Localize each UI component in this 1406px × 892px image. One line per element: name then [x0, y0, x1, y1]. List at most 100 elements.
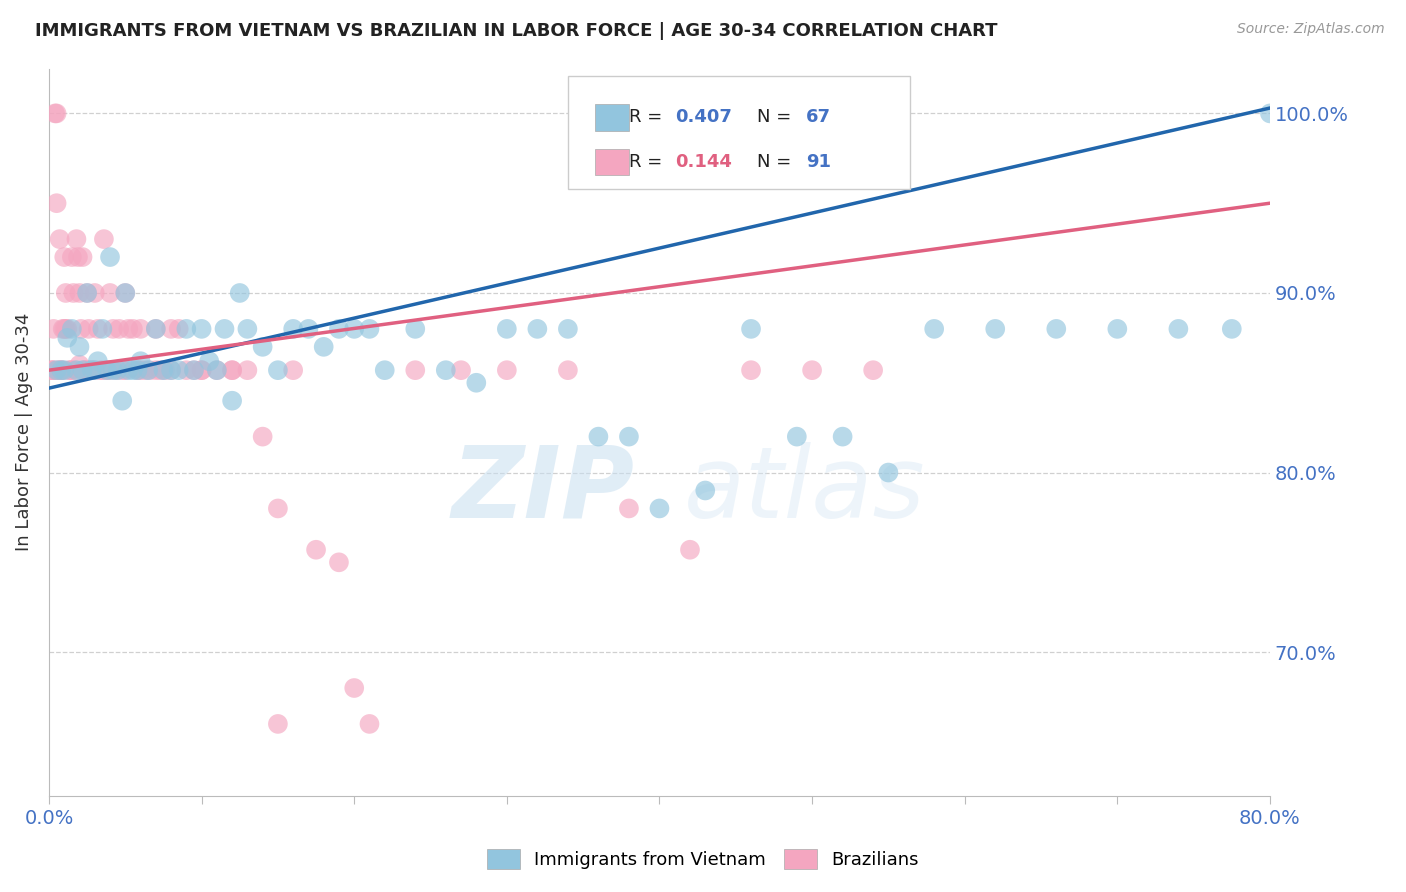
Point [283, 322, 305, 336]
Point [108, 322, 131, 336]
Point [69, 285, 91, 300]
Point [434, 363, 457, 377]
Point [343, 681, 366, 695]
Text: R =: R = [628, 153, 668, 170]
Point [160, 363, 183, 377]
Point [221, 363, 243, 377]
Point [740, 363, 762, 377]
Point [107, 363, 129, 377]
Point [105, 363, 128, 377]
Point [73, 363, 96, 377]
Point [62, 285, 84, 300]
Point [160, 363, 183, 377]
Point [176, 322, 198, 336]
Point [183, 363, 205, 377]
Point [52, 363, 75, 377]
Point [114, 363, 136, 377]
Point [129, 354, 152, 368]
Point [46, 363, 69, 377]
Point [557, 322, 579, 336]
Point [138, 363, 160, 377]
Point [111, 363, 134, 377]
Text: 67: 67 [806, 109, 831, 127]
Point [41, 363, 63, 377]
Point [1045, 322, 1067, 336]
Point [153, 363, 176, 377]
Point [305, 542, 328, 557]
Text: R =: R = [628, 109, 668, 127]
Point [328, 555, 350, 569]
Point [922, 322, 945, 336]
Point [214, 322, 236, 336]
Point [77, 322, 100, 336]
Point [75, 363, 97, 377]
Point [101, 363, 124, 377]
Point [93, 232, 115, 246]
Point [70, 322, 93, 336]
Point [60, 250, 83, 264]
Point [87, 322, 110, 336]
Point [60, 363, 83, 377]
Point [229, 285, 252, 300]
Point [96, 363, 118, 377]
Point [63, 363, 86, 377]
Point [98, 250, 121, 264]
Point [80, 363, 103, 377]
Point [41, 363, 63, 377]
Point [183, 363, 205, 377]
Point [136, 363, 159, 377]
Point [53, 322, 76, 336]
Point [221, 393, 243, 408]
Point [176, 363, 198, 377]
Bar [595, 104, 628, 130]
Point [91, 322, 114, 336]
Legend: Immigrants from Vietnam, Brazilians: Immigrants from Vietnam, Brazilians [478, 839, 928, 879]
Point [98, 285, 121, 300]
Point [404, 322, 426, 336]
Point [312, 340, 335, 354]
Point [526, 322, 548, 336]
Point [101, 322, 124, 336]
Point [283, 363, 305, 377]
Point [831, 429, 853, 443]
Point [69, 340, 91, 354]
Point [53, 363, 76, 377]
Point [117, 363, 139, 377]
Point [801, 363, 824, 377]
Point [984, 322, 1007, 336]
Point [122, 322, 145, 336]
Point [359, 717, 381, 731]
Point [145, 363, 167, 377]
Point [297, 322, 319, 336]
Point [359, 322, 381, 336]
Point [495, 363, 517, 377]
Point [114, 285, 136, 300]
Point [343, 322, 366, 336]
Point [129, 363, 152, 377]
Point [205, 363, 228, 377]
Point [267, 363, 290, 377]
Point [1167, 322, 1189, 336]
Point [740, 322, 762, 336]
Point [45, 196, 67, 211]
Text: atlas: atlas [683, 442, 925, 539]
Point [1107, 322, 1129, 336]
Text: 91: 91 [806, 153, 831, 170]
Point [58, 363, 80, 377]
Point [190, 322, 212, 336]
Point [87, 354, 110, 368]
Point [72, 250, 94, 264]
Point [60, 322, 83, 336]
Point [55, 322, 77, 336]
Point [96, 363, 118, 377]
Point [374, 363, 396, 377]
Point [267, 717, 290, 731]
Point [588, 429, 610, 443]
Point [83, 285, 105, 300]
Text: ZIP: ZIP [453, 442, 636, 539]
Point [1258, 106, 1281, 120]
Point [1220, 322, 1243, 336]
Point [198, 354, 221, 368]
Point [129, 322, 152, 336]
Point [236, 363, 259, 377]
